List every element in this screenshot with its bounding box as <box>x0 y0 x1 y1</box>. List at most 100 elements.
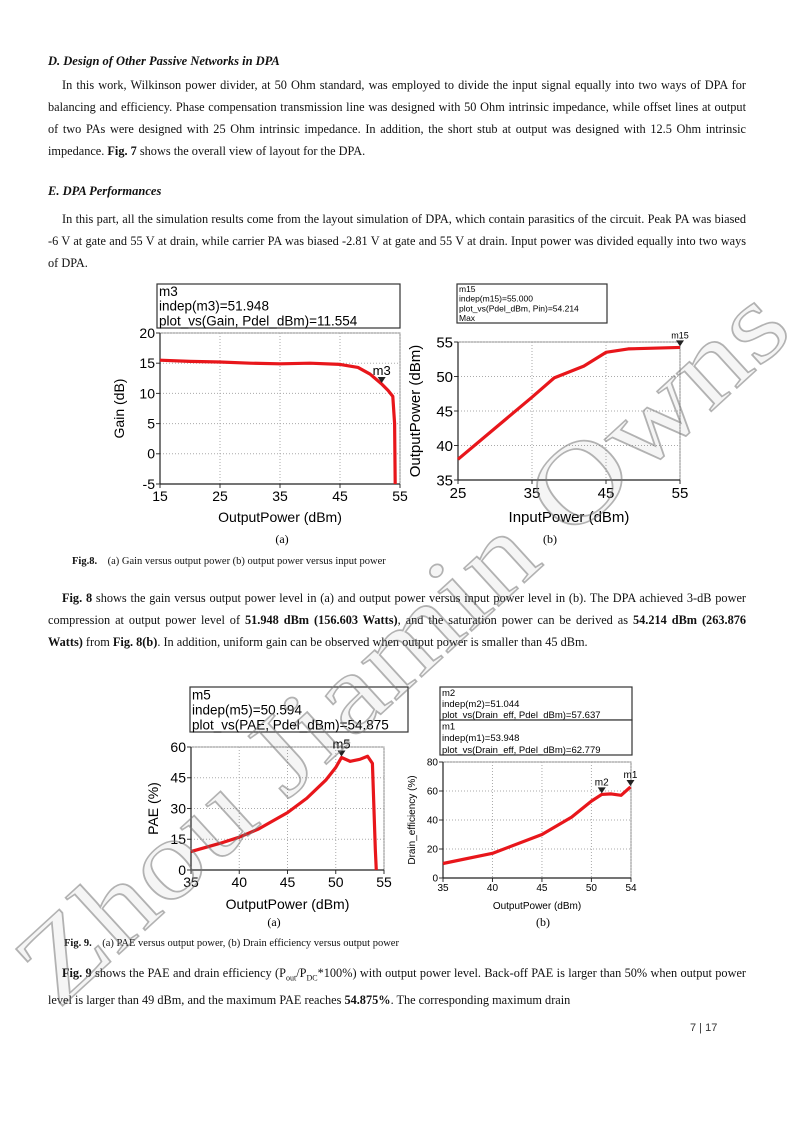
text-run: shows the gain versus output power level… <box>48 591 747 627</box>
text-run: 54.214 dBm (263.876 Watts) <box>48 613 747 649</box>
readout-box <box>189 686 409 733</box>
x-axis-title: OutputPower (dBm) <box>218 509 342 525</box>
x-tick-label: 25 <box>450 485 467 502</box>
y-tick-label: 40 <box>427 816 439 827</box>
paragraph: In this part, all the simulation results… <box>48 208 746 274</box>
text-run: out <box>285 973 297 983</box>
y-tick-label: 0 <box>147 446 155 462</box>
x-tick-label: 35 <box>183 874 199 890</box>
y-tick-label: 60 <box>427 787 439 798</box>
marker <box>337 750 346 757</box>
figure-caption: Fig.8. (a) Gain versus output power (b) … <box>72 556 386 567</box>
y-tick-label: 45 <box>170 770 186 786</box>
curve <box>456 345 681 461</box>
text-run: *100%) with output power level. Back-off… <box>48 966 747 1008</box>
readout-box <box>439 719 633 756</box>
y-tick-label: 40 <box>436 438 453 455</box>
x-tick-label: 45 <box>536 883 548 894</box>
readout-text: m1 <box>442 722 455 733</box>
text-run: Fig. 7 <box>107 144 137 158</box>
x-tick-label: 50 <box>328 874 344 890</box>
y-tick-label: 0 <box>178 862 186 878</box>
y-tick-label: 50 <box>436 369 453 386</box>
x-axis-title: OutputPower (dBm) <box>226 896 350 912</box>
readout-text: indep(m2)=51.044 <box>442 699 519 710</box>
text-run: Fig. 8 <box>62 591 93 605</box>
caption-label: Fig.8. <box>72 556 98 567</box>
panel-label: (b) <box>536 915 550 929</box>
caption-label: Fig. 9. <box>64 938 92 949</box>
y-tick-label: 55 <box>436 334 453 351</box>
plot-area <box>442 761 632 879</box>
y-axis-title: PAE (%) <box>145 782 161 835</box>
section-heading: E. DPA Performances <box>48 184 162 198</box>
text-run: . In addition, uniform gain can be obser… <box>157 635 588 649</box>
x-tick-label: 40 <box>487 883 499 894</box>
y-tick-label: 45 <box>436 403 453 420</box>
text-run: 51.948 dBm (156.603 Watts) <box>245 613 398 627</box>
y-tick-label: 35 <box>436 472 453 489</box>
marker-label: m5 <box>332 737 350 752</box>
text-run: shows the PAE and drain efficiency (P <box>91 966 286 980</box>
readout-text: indep(m3)=51.948 <box>159 299 269 314</box>
text-run: shows the overall view of layout for the… <box>136 144 366 158</box>
readout-text: indep(m5)=50.594 <box>192 702 302 717</box>
y-axis-title: Drain_efficiency (%) <box>407 775 418 864</box>
readout-text: indep(m15)=55.000 <box>459 294 533 304</box>
caption-text: (a) PAE versus output power, (b) Drain e… <box>102 938 399 949</box>
text-run: Fig. 8(b) <box>112 635 158 649</box>
section-heading: D. Design of Other Passive Networks in D… <box>48 54 280 68</box>
text-run: from <box>82 635 113 649</box>
paragraph: Fig. 8 shows the gain versus output powe… <box>48 587 746 653</box>
marker-label: m1 <box>624 770 638 781</box>
x-tick-label: 45 <box>598 485 615 502</box>
y-tick-label: 60 <box>170 739 186 755</box>
readout-text: m15 <box>459 284 476 294</box>
y-tick-label: 30 <box>170 800 186 816</box>
x-tick-label: 35 <box>524 485 541 502</box>
panel-label: (a) <box>267 915 280 929</box>
readout-text: indep(m1)=53.948 <box>442 733 519 744</box>
plot-area <box>190 746 385 871</box>
x-tick-label: 50 <box>586 883 598 894</box>
y-axis-title: Gain (dB) <box>111 379 127 439</box>
x-tick-label: 45 <box>332 488 348 504</box>
curve <box>159 358 397 485</box>
readout-box <box>456 283 608 324</box>
y-tick-label: 20 <box>427 845 439 856</box>
curve <box>190 754 378 871</box>
paragraph: Fig. 9 shows the PAE and drain efficienc… <box>48 962 746 1011</box>
figure-caption: Fig. 9. (a) PAE versus output power, (b)… <box>64 938 399 949</box>
x-tick-label: 35 <box>437 883 449 894</box>
panel-label: (a) <box>275 532 288 546</box>
y-tick-label: 15 <box>170 831 186 847</box>
y-tick-label: -5 <box>143 476 156 492</box>
text-run: DC <box>306 973 318 983</box>
x-tick-label: 55 <box>672 485 689 502</box>
marker <box>626 779 635 786</box>
curve <box>442 785 632 866</box>
marker <box>676 340 684 347</box>
marker-label: m15 <box>671 330 689 340</box>
x-axis-title: OutputPower (dBm) <box>493 901 581 912</box>
text-run: , and the saturation power can be derive… <box>397 613 633 627</box>
plot-area <box>159 332 401 485</box>
x-tick-label: 40 <box>231 874 247 890</box>
x-tick-label: 45 <box>280 874 296 890</box>
readout-text: m2 <box>442 688 455 699</box>
marker-label: m2 <box>595 777 609 788</box>
readout-box <box>156 283 401 329</box>
readout-text: plot_vs(Gain, Pdel_dBm)=11.554 <box>159 313 358 328</box>
x-tick-label: 55 <box>376 874 392 890</box>
y-tick-label: 80 <box>427 758 439 769</box>
readout-text: plot_vs(PAE, Pdel_dBm)=54.875 <box>192 717 389 732</box>
y-tick-label: 10 <box>139 385 155 401</box>
text-run: In this work, Wilkinson power divider, a… <box>48 78 746 158</box>
panel-label: (b) <box>543 532 557 546</box>
y-tick-label: 0 <box>432 874 438 885</box>
readout-text: m5 <box>192 687 211 702</box>
plot-area <box>457 341 681 481</box>
y-axis-title: OutputPower (dBm) <box>407 345 424 478</box>
readout-text: Max <box>459 313 476 323</box>
